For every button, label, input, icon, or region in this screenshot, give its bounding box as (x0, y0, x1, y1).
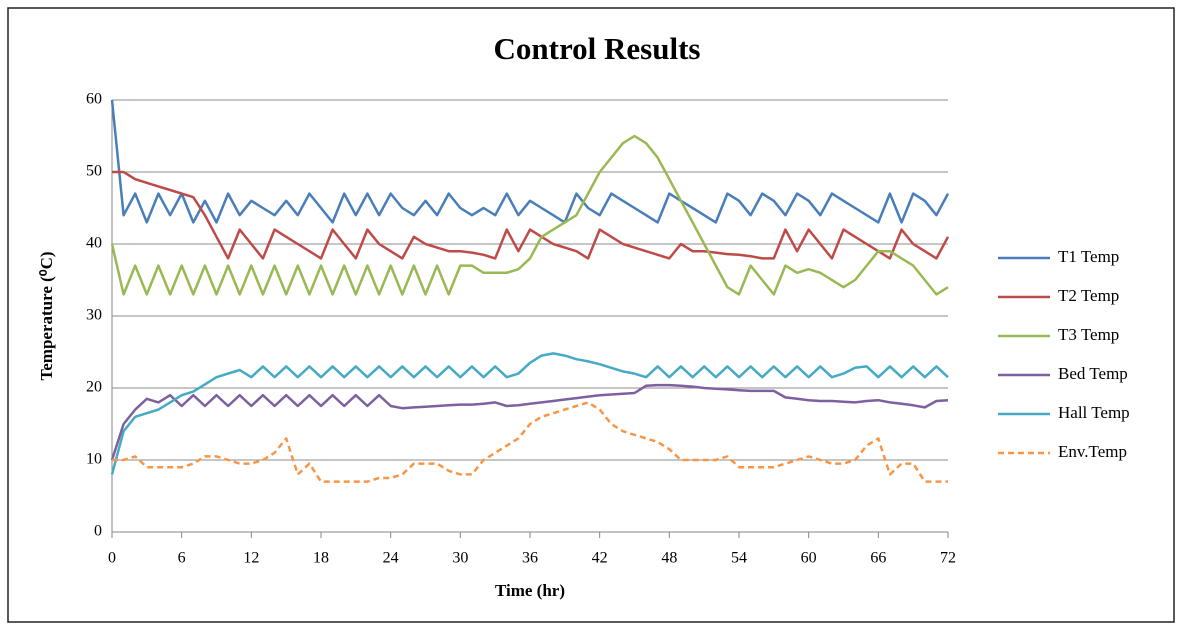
series-line (112, 401, 948, 483)
y-tick-label: 40 (86, 235, 102, 252)
x-tick-label: 0 (108, 550, 116, 567)
x-tick-label: 42 (592, 550, 608, 567)
x-axis-label: Time (hr) (495, 581, 565, 600)
x-tick-label: 30 (452, 550, 468, 567)
x-tick-label: 24 (383, 550, 399, 567)
x-tick-label: 54 (731, 550, 747, 567)
y-tick-label: 10 (86, 451, 102, 468)
series-line (112, 170, 950, 260)
y-tick-label: 0 (94, 523, 102, 540)
y-tick-label: 60 (86, 91, 102, 108)
legend-label: Hall Temp (1058, 403, 1130, 422)
legend-label: Bed Temp (1058, 364, 1128, 383)
x-tick-label: 36 (522, 550, 538, 567)
x-tick-label: 48 (661, 550, 677, 567)
chart-frame (7, 7, 1175, 623)
legend-label: T1 Temp (1058, 247, 1119, 266)
x-tick-label: 6 (178, 550, 186, 567)
y-axis-label: Temperature (⁰C) (37, 251, 56, 380)
chart-title: Control Results (494, 31, 701, 66)
x-tick-label: 66 (870, 550, 886, 567)
legend-label: Env.Temp (1058, 442, 1127, 461)
y-tick-label: 20 (86, 379, 102, 396)
series-line (110, 352, 949, 475)
x-tick-label: 18 (313, 550, 329, 567)
legend-label: T2 Temp (1058, 286, 1119, 305)
legend-label: T3 Temp (1058, 325, 1119, 344)
series-line (110, 134, 949, 296)
y-tick-label: 30 (86, 307, 102, 324)
x-tick-label: 12 (243, 550, 259, 567)
series-line (110, 99, 950, 224)
x-tick-label: 72 (940, 550, 956, 567)
x-tick-label: 60 (801, 550, 817, 567)
series-line (110, 383, 949, 461)
y-tick-label: 50 (86, 163, 102, 180)
